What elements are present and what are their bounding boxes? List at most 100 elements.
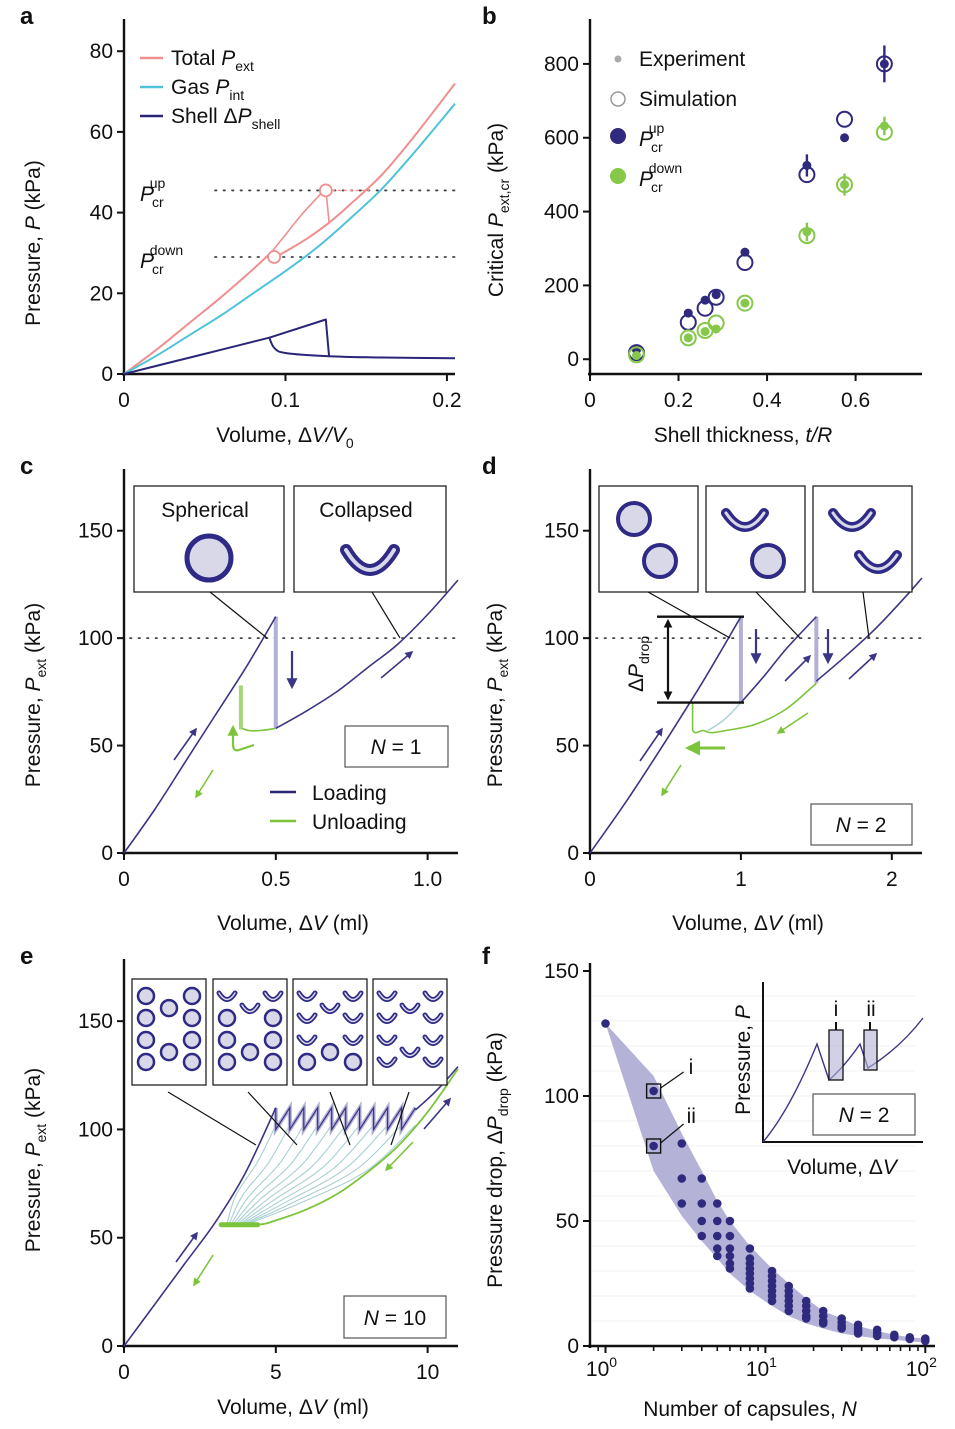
x-tick-label: 0.2 [432, 389, 461, 412]
y-tick-label: 100 [78, 627, 113, 650]
y-tick-label: 0 [567, 842, 579, 865]
pressure-drop-bracket [657, 615, 744, 704]
collapsed-capsule-fill [401, 1004, 419, 1013]
inset-capsule-grid [131, 978, 257, 1146]
loading-curve [589, 616, 742, 854]
n-label-box: N = 1 [344, 725, 449, 768]
panel-a-axes: 0 20 40 60 80 0 0.1 0.2 [90, 19, 462, 412]
experiment-point [840, 133, 850, 143]
data-point [697, 1231, 707, 1241]
y-tick-label: 0 [101, 1335, 113, 1358]
inset-leader-line [247, 1091, 298, 1146]
data-point [712, 1199, 722, 1208]
data-point [677, 1199, 687, 1208]
loading-curve [123, 1107, 277, 1347]
data-point [905, 1334, 915, 1344]
data-point [837, 1324, 846, 1333]
collapsed-capsule-fill [378, 1036, 396, 1045]
x-tick-label: 10 [416, 1361, 439, 1384]
transition-curve [231, 1124, 305, 1223]
spherical-capsule-icon [136, 1030, 156, 1050]
pcr-down-label: Pcrdown [140, 242, 183, 277]
y-tick-label: 100 [544, 1085, 579, 1108]
loading-arrow [784, 654, 812, 682]
simulation-point [707, 314, 725, 332]
simulation-point [875, 123, 893, 141]
data-point [649, 1086, 658, 1096]
y-tick-label: 80 [90, 40, 113, 63]
loading-curve [815, 577, 923, 682]
x-tick-label: 0 [584, 389, 596, 412]
panel-a: a 0 20 40 60 80 0 0.1 0.2 Total Pext Gas Pint S… [20, 3, 462, 451]
legend-total: Total Pext [171, 47, 254, 74]
x-tick-label: 2 [886, 868, 898, 891]
y-tick-label: 20 [90, 282, 113, 305]
x-tick-label: 100 [586, 1354, 617, 1381]
x-tick-label: 0.5 [261, 868, 290, 891]
spherical-capsule-icon [343, 1052, 363, 1072]
simulation-point [836, 176, 854, 194]
experiment-point [840, 180, 850, 190]
spherical-capsule-icon [159, 1042, 179, 1062]
transition-curve [241, 1124, 361, 1224]
highlight-leader-ii [660, 1123, 685, 1144]
inset-marker-i [828, 1029, 844, 1081]
highlight-leader-i [660, 1071, 684, 1089]
n-label-box: N = 10 [343, 1295, 447, 1339]
data-point [697, 1199, 707, 1208]
simulation-point [736, 294, 754, 312]
highlight-box-i [645, 1083, 662, 1099]
inset-spherical: Spherical [133, 485, 285, 593]
panel-a-ylabel: Pressure, P (kPa) [22, 160, 45, 326]
panel-label-b: b [482, 3, 497, 30]
unloading-curve [692, 682, 817, 734]
unloading-arrow [193, 1254, 214, 1287]
panel-b: b 0 200 400 600 800 0 0.2 0.4 0.6 Experiment Sim… [482, 3, 922, 447]
loading-curve [414, 1066, 459, 1111]
data-point [712, 1244, 722, 1253]
x-tick-label: 1 [735, 868, 747, 891]
x-tick-label: 0 [118, 389, 130, 412]
collapsed-capsule-fill [424, 1036, 442, 1045]
collapsed-capsule-fill [241, 1004, 259, 1013]
data-point [712, 1251, 722, 1261]
legend-pcr-up: Pcrup [639, 120, 664, 155]
panel-d-xlabel: Volume, ΔV (ml) [672, 912, 824, 935]
data-point [677, 1174, 687, 1183]
legend-marker-pcr-down [610, 168, 626, 184]
range-band [605, 1023, 926, 1343]
x-tick-label: 0.2 [664, 389, 693, 412]
panel-c-plot [123, 579, 459, 854]
spherical-capsule-icon [136, 1008, 156, 1028]
panel-f-ylabel: Pressure drop, ΔPdrop (kPa) [484, 1032, 511, 1288]
x-tick-label: 101 [746, 1354, 777, 1381]
panel-e-ylabel: Pressure, Pext (kPa) [22, 1068, 49, 1252]
x-tick-label: 0 [118, 868, 130, 891]
panel-a-plot [123, 82, 456, 375]
data-point [712, 1216, 722, 1226]
y-tick-label: 150 [544, 520, 579, 543]
simulation-point [836, 110, 854, 128]
y-tick-label: 50 [90, 1227, 113, 1250]
inset-leader-line [390, 1091, 410, 1146]
y-tick-label: 50 [556, 735, 579, 758]
y-tick-label: 0 [567, 1335, 579, 1358]
panel-b-xlabel: Shell thickness, t/R [654, 424, 833, 447]
collapsed-capsule-fill [378, 992, 396, 1001]
panel-d-ylabel: Pressure, Pext (kPa) [484, 603, 511, 787]
simulation-point [679, 329, 697, 347]
y-tick-label: 100 [544, 627, 579, 650]
panel-b-axes: 0 200 400 600 800 0 0.2 0.4 0.6 [544, 19, 922, 412]
simulation-point [627, 346, 645, 364]
panel-e: e 0 50 100 150 0 5 10 N = 10 Pressure, Pext (k… [20, 943, 459, 1419]
experiment-point [683, 333, 693, 343]
legend-marker-pcr-up [610, 128, 626, 144]
y-tick-label: 600 [544, 127, 579, 150]
spherical-capsule-icon [642, 543, 678, 579]
panel-c: c 0 50 100 150 0 0.5 1.0 Spherical Collapsed N… [20, 453, 459, 935]
inset-marker-ii [863, 1029, 878, 1071]
y-tick-label: 150 [78, 1010, 113, 1033]
spherical-capsule-icon [217, 1030, 237, 1050]
panel-e-axes: 0 50 100 150 0 5 10 [78, 959, 458, 1384]
spherical-capsule-icon [616, 501, 652, 537]
